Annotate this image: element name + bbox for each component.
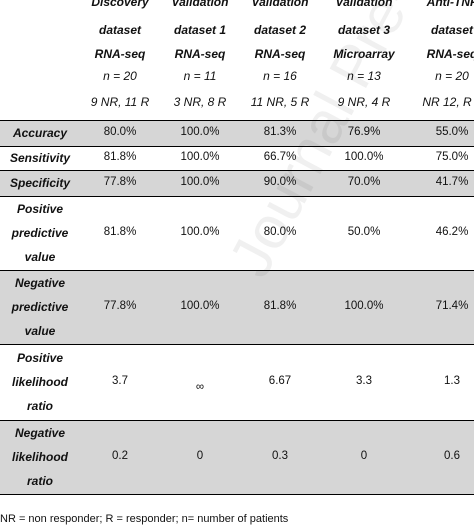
table-cell: 70.0% <box>347 176 381 188</box>
table-row: Positive predictive value 81.8% 100.0% 80.0% 5… <box>0 196 474 270</box>
table-row: Specificity 77.8% 100.0% 90.0% 70.0% 41.7% <box>0 170 474 196</box>
table-cell: 100.0% <box>180 226 220 238</box>
row-label: Accuracy <box>0 120 80 146</box>
row-label-line: Specificity <box>9 176 71 190</box>
table-cell: 77.8% <box>103 176 137 188</box>
table-cell: 6.67 <box>268 375 292 387</box>
table-cell: 76.9% <box>347 126 381 138</box>
column-header-responders: 11 NR, 5 R <box>250 95 310 109</box>
table-cell: 71.4% <box>435 300 469 312</box>
column-header-n: n = 11 <box>183 69 217 83</box>
row-divider <box>0 270 474 271</box>
column-header-responders: NR 12, R 8 <box>422 95 474 109</box>
table-cell: 81.8% <box>103 226 137 238</box>
row-label-line: likelihood <box>11 375 68 389</box>
column-header-responders: 9 NR, 4 R <box>337 95 391 109</box>
table-cell: 0.2 <box>112 450 128 462</box>
column-header-responders: 3 NR, 8 R <box>173 95 227 109</box>
table-cell: 50.0% <box>347 226 381 238</box>
table-cell: 80.0% <box>263 226 297 238</box>
column-header-responders: 9 NR, 11 R <box>90 95 150 109</box>
column-header-line2: dataset <box>430 23 474 37</box>
row-label-line: value <box>24 250 56 264</box>
column-header-line1: Discovery <box>91 0 149 9</box>
row-divider <box>0 120 474 121</box>
column-header-n: n = 13 <box>347 69 381 83</box>
table-cell: 0 <box>196 450 204 462</box>
row-divider <box>0 344 474 345</box>
column-header-n: n = 16 <box>263 69 297 83</box>
table-row: Sensitivity 81.8% 100.0% 66.7% 100.0% 75.0% <box>0 146 474 170</box>
table-cell: 41.7% <box>435 176 469 188</box>
column-header-line1: Validation <box>251 0 309 9</box>
column-header-line3: RNA-seq <box>254 47 306 61</box>
table-cell: 46.2% <box>435 226 469 238</box>
row-label-line: Negative <box>14 276 66 290</box>
table-cell: 100.0% <box>180 151 220 163</box>
column-header-line1: Validation <box>171 0 229 9</box>
column-header-line2: dataset 1 <box>173 23 227 37</box>
table-cell: 0 <box>360 450 368 462</box>
column-header-line3: RNA-seq <box>426 47 474 61</box>
table-row: Negative likelihood ratio 0.2 0 0.3 0 0.6 <box>0 420 474 494</box>
table-cell: 100.0% <box>180 126 220 138</box>
table-cell: 81.8% <box>263 300 297 312</box>
row-label-line: Accuracy <box>12 126 68 140</box>
column-header-line2: dataset <box>98 23 142 37</box>
table-cell: 81.3% <box>263 126 297 138</box>
column-header-line3: RNA-seq <box>94 47 146 61</box>
column-header-line1: Validation <box>335 0 393 9</box>
table-cell: 90.0% <box>263 176 297 188</box>
table-cell: 75.0% <box>435 151 469 163</box>
table-row: Negative predictive value 77.8% 100.0% 81.8% 1… <box>0 270 474 344</box>
table-row: Positive likelihood ratio 3.7 ∞ 6.67 3.3 1.3 <box>0 344 474 420</box>
row-label-line: ratio <box>26 399 53 413</box>
table-cell: 100.0% <box>180 176 220 188</box>
row-label-line: ratio <box>26 474 53 488</box>
row-label-line: predictive <box>11 300 69 314</box>
table-cell: 100.0% <box>180 300 220 312</box>
row-label-line: Positive <box>16 202 64 216</box>
table-footnote: NR = non responder; R = responder; n= nu… <box>0 513 289 525</box>
row-label: Sensitivity <box>0 146 80 170</box>
table-cell: 77.8% <box>103 300 137 312</box>
table-cell: 80.0% <box>103 126 137 138</box>
row-label-line: predictive <box>11 226 69 240</box>
table-cell: 3.7 <box>112 375 128 387</box>
row-label: Negative predictive value <box>0 270 80 344</box>
row-divider <box>0 196 474 197</box>
table-cell: 3.3 <box>356 375 372 387</box>
row-divider <box>0 170 474 171</box>
table-cell: 0.6 <box>444 450 460 462</box>
row-divider <box>0 494 474 495</box>
row-label-line: Negative <box>14 426 66 440</box>
row-label-line: Sensitivity <box>9 151 71 165</box>
table-cell: 100.0% <box>344 151 384 163</box>
column-header-line3: RNA-seq <box>174 47 226 61</box>
column-header-n: n = 20 <box>435 69 469 83</box>
table-cell: 1.3 <box>444 375 460 387</box>
table-cell: 0.3 <box>272 450 288 462</box>
row-label: Positive likelihood ratio <box>0 344 80 420</box>
row-label: Positive predictive value <box>0 196 80 270</box>
column-header-line2: dataset 2 <box>253 23 307 37</box>
column-header-line3: Microarray <box>333 47 395 61</box>
row-divider <box>0 420 474 421</box>
row-label: Negative likelihood ratio <box>0 420 80 494</box>
column-header-n: n = 20 <box>103 69 137 83</box>
row-label-line: value <box>24 324 56 338</box>
row-divider <box>0 146 474 147</box>
table-cell: 81.8% <box>103 151 137 163</box>
row-label-line: likelihood <box>11 450 68 464</box>
table-row: Accuracy 80.0% 100.0% 81.3% 76.9% 55.0% <box>0 120 474 146</box>
row-label: Specificity <box>0 170 80 196</box>
column-header-line2: dataset 3 <box>337 23 391 37</box>
table-cell: 66.7% <box>263 151 297 163</box>
row-label-line: Positive <box>16 351 64 365</box>
table-cell: 55.0% <box>435 126 469 138</box>
table-cell: ∞ <box>195 381 205 393</box>
column-header-line1: Anti-TNF <box>426 0 474 9</box>
table-cell: 100.0% <box>344 300 384 312</box>
